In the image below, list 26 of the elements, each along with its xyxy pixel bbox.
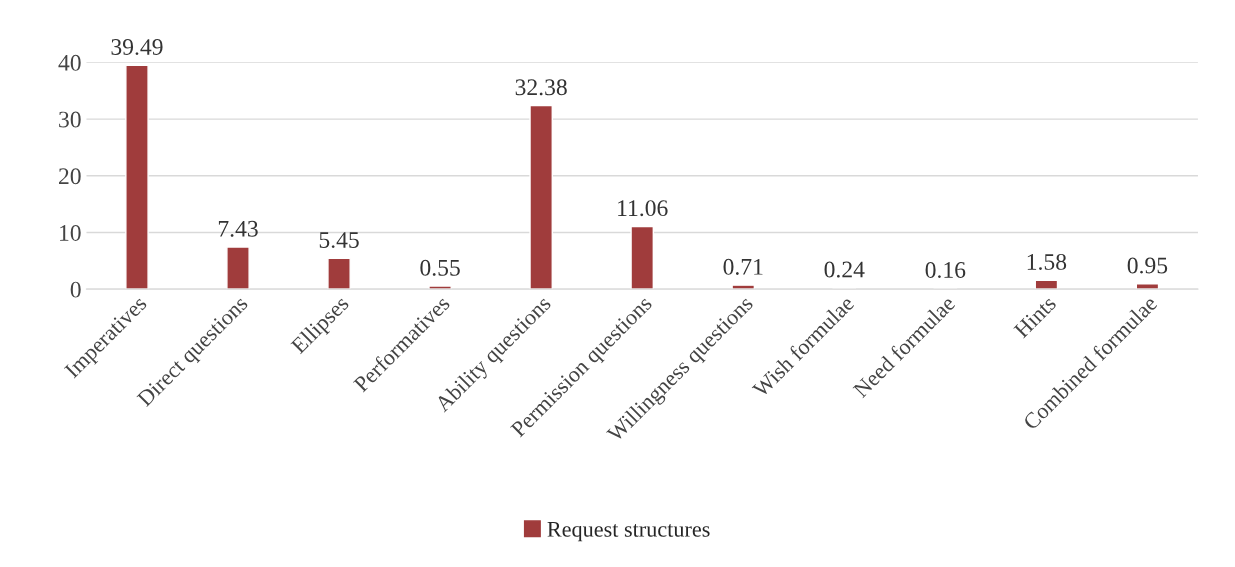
- bar: [327, 257, 351, 290]
- bar: [529, 104, 553, 290]
- y-tick-label: 30: [59, 111, 81, 128]
- y-tick-label: 40: [58, 54, 81, 71]
- y-tick-label: 20: [59, 168, 81, 185]
- legend-label: Request structures: [547, 522, 710, 542]
- bar: [428, 285, 452, 290]
- bar: [630, 225, 655, 290]
- data-label: 5.45: [319, 232, 359, 249]
- data-label: 0.24: [824, 261, 865, 278]
- data-label: 0.55: [420, 259, 460, 276]
- data-label: 0.16: [925, 261, 966, 279]
- bar: [731, 284, 756, 290]
- data-label: 32.38: [515, 79, 567, 96]
- bar: [226, 246, 250, 290]
- data-label: 0.71: [723, 258, 763, 275]
- bar: [125, 64, 149, 290]
- y-tick-label: 10: [60, 224, 81, 241]
- data-label: 39.49: [111, 39, 163, 56]
- data-label: 7.43: [218, 220, 258, 237]
- data-label: 1.58: [1027, 253, 1067, 270]
- data-label: 11.06: [618, 200, 668, 217]
- bar: [1034, 279, 1059, 290]
- data-label: 0.95: [1127, 257, 1168, 274]
- y-tick-label: 0: [70, 281, 81, 298]
- bar: [1135, 283, 1160, 290]
